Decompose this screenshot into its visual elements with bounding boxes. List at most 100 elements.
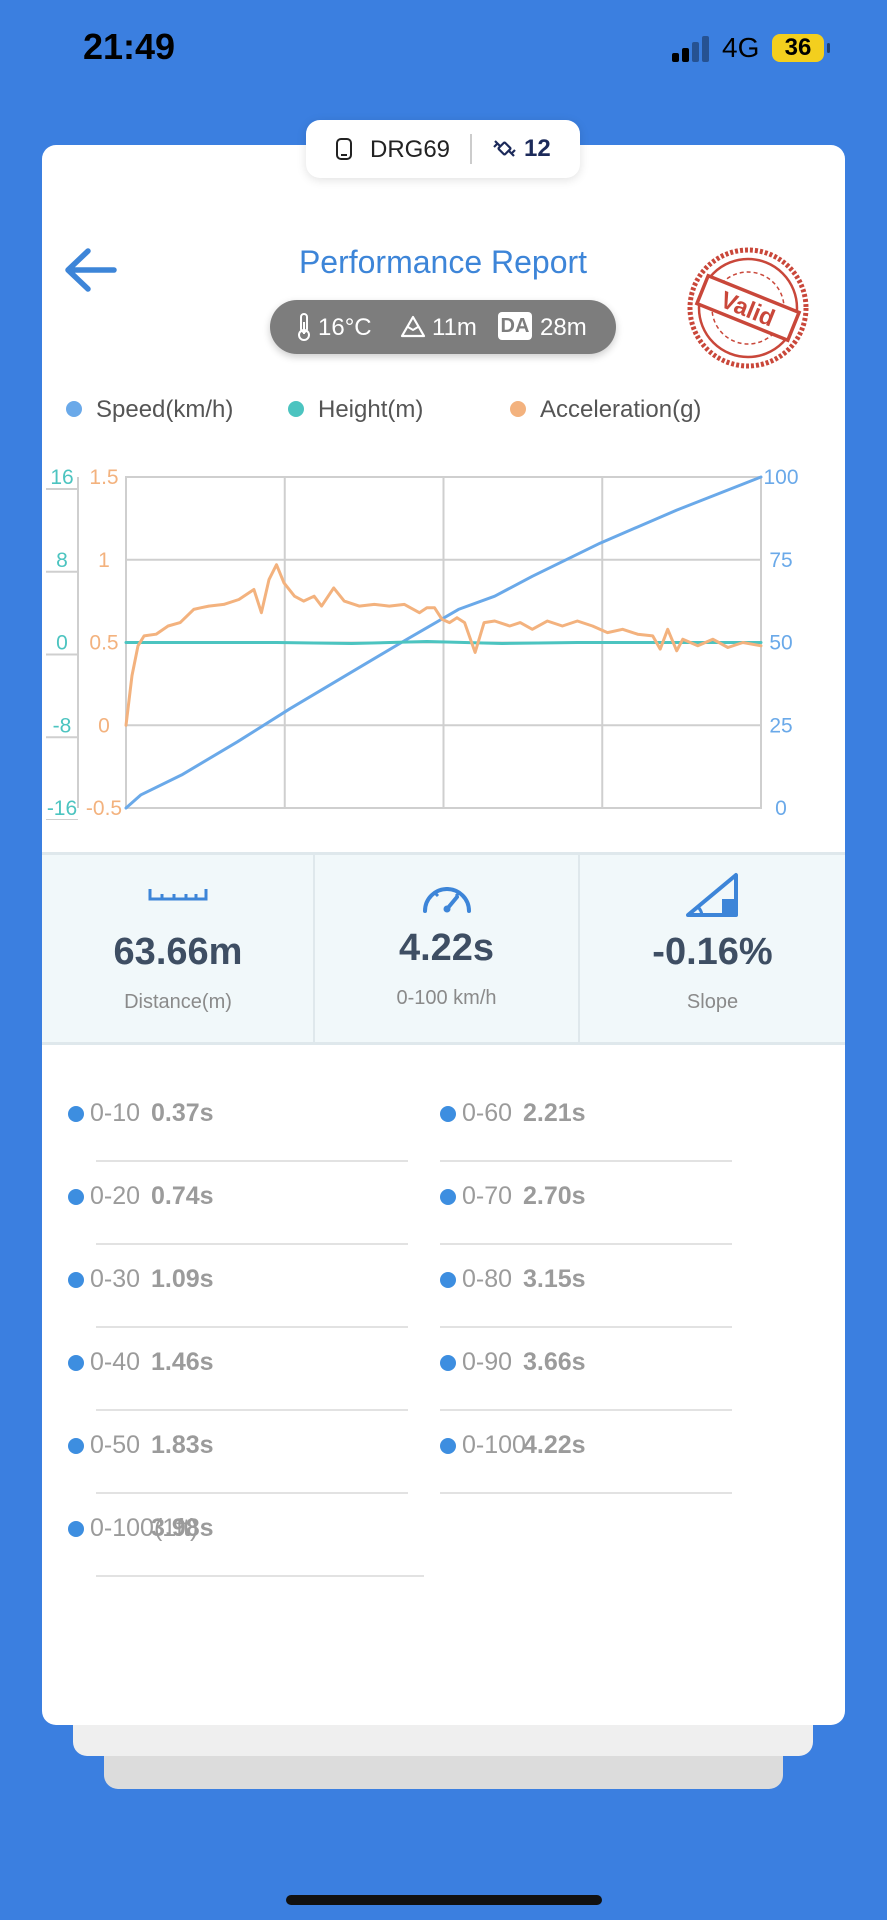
split-range: 0-100 bbox=[462, 1431, 526, 1459]
split-range: 0-10 bbox=[90, 1099, 141, 1127]
row-divider bbox=[96, 1409, 408, 1411]
valid-stamp-icon: Valid bbox=[687, 247, 809, 369]
row-divider bbox=[96, 1492, 408, 1494]
divider bbox=[578, 855, 580, 1042]
altitude-value: 11m bbox=[432, 314, 477, 341]
stat-label: 0-100 km/h bbox=[396, 987, 497, 1009]
divider bbox=[470, 134, 472, 164]
battery-icon: 36 bbox=[772, 34, 830, 62]
split-time: 0.37s bbox=[151, 1099, 214, 1127]
divider bbox=[313, 855, 315, 1042]
split-row: 0-90 3.66s bbox=[440, 1339, 782, 1411]
split-row: 0-40 1.46s bbox=[68, 1339, 408, 1411]
legend-dot bbox=[510, 400, 526, 417]
tick-label: 16 bbox=[50, 466, 73, 489]
stat-label: Slope bbox=[686, 991, 739, 1013]
split-time: 1.46s bbox=[151, 1348, 214, 1376]
bullet-dot bbox=[68, 1272, 84, 1288]
split-row: 0-50 1.83s bbox=[68, 1422, 408, 1494]
bullet-dot bbox=[68, 1355, 84, 1371]
split-row: 0-100(1ft) 3.98s bbox=[68, 1505, 424, 1577]
split-range: 0-60 bbox=[462, 1099, 513, 1127]
status-time: 21:49 bbox=[83, 26, 176, 67]
tick-label: 1 bbox=[98, 549, 110, 572]
tick-label: 0 bbox=[775, 797, 787, 820]
stat-distance: 63.66m Distance(m) bbox=[42, 855, 314, 1042]
split-row: 0-30 1.09s bbox=[68, 1256, 408, 1328]
density-altitude-badge: DA bbox=[498, 312, 532, 340]
back-arrow-icon[interactable] bbox=[62, 245, 118, 295]
device-name: DRG69 bbox=[370, 136, 451, 163]
row-divider bbox=[96, 1160, 408, 1162]
bullet-dot bbox=[68, 1521, 84, 1537]
tick-label: 0 bbox=[98, 714, 110, 737]
tick-label: 25 bbox=[769, 714, 792, 737]
mountain-icon bbox=[400, 315, 426, 338]
bullet-dot bbox=[68, 1438, 84, 1454]
split-row: 0-10 0.37s bbox=[68, 1090, 408, 1162]
row-divider bbox=[440, 1160, 732, 1162]
split-time: 3.66s bbox=[523, 1348, 586, 1376]
stat-value: 63.66m bbox=[113, 931, 243, 973]
legend-acceleration: Acceleration(g) bbox=[510, 396, 701, 424]
split-range: 0-90 bbox=[462, 1348, 513, 1376]
speedometer-icon bbox=[423, 887, 471, 913]
row-divider bbox=[96, 1243, 408, 1245]
row-divider bbox=[440, 1326, 732, 1328]
bullet-dot bbox=[440, 1438, 456, 1454]
tick-label: -16 bbox=[47, 797, 77, 820]
split-range: 0-30 bbox=[90, 1265, 141, 1293]
stats-panel: 63.66m Distance(m) 4.22s 0-100 km/h -0.1… bbox=[42, 852, 845, 1045]
row-divider bbox=[440, 1243, 732, 1245]
legend-label: Speed(km/h) bbox=[96, 396, 234, 423]
split-range: 0-50 bbox=[90, 1431, 141, 1459]
phone-icon bbox=[336, 138, 352, 160]
split-range: 0-70 bbox=[462, 1182, 513, 1210]
split-time: 3.15s bbox=[523, 1265, 586, 1293]
signal-icon bbox=[672, 36, 714, 62]
split-range: 0-20 bbox=[90, 1182, 141, 1210]
split-time: 1.09s bbox=[151, 1265, 214, 1293]
stat-slope: -0.16% Slope bbox=[580, 855, 845, 1042]
performance-chart: 16 8 0 -8 -16 1.5 1 0.5 0 -0.5 100 75 50 25 0 bbox=[46, 466, 799, 820]
split-time: 1.83s bbox=[151, 1431, 214, 1459]
legend-label: Height(m) bbox=[318, 396, 424, 423]
series-line bbox=[124, 563, 763, 727]
tick-label: -0.5 bbox=[86, 797, 122, 820]
page-title: Performance Report bbox=[298, 244, 588, 280]
tick-label: -8 bbox=[53, 714, 72, 737]
split-range: 0-100(1ft) bbox=[90, 1514, 199, 1542]
stat-label: Distance(m) bbox=[124, 991, 232, 1013]
bullet-dot bbox=[440, 1106, 456, 1122]
ruler-icon bbox=[148, 889, 208, 901]
status-bar: 21:49 4G 36 bbox=[0, 0, 887, 100]
tick-label: 0.5 bbox=[89, 632, 118, 655]
stat-value: -0.16% bbox=[652, 931, 773, 973]
split-time: 0.74s bbox=[151, 1182, 214, 1210]
tick-label: 50 bbox=[769, 632, 792, 655]
split-time: 2.70s bbox=[523, 1182, 586, 1210]
legend-speed: Speed(km/h) bbox=[66, 396, 233, 424]
tick-label: 1.5 bbox=[89, 466, 118, 489]
row-divider bbox=[440, 1492, 732, 1494]
split-row: 0-80 3.15s bbox=[440, 1256, 782, 1328]
bullet-dot bbox=[68, 1189, 84, 1205]
legend-dot bbox=[66, 400, 82, 417]
density-altitude-value: 28m bbox=[540, 314, 587, 341]
bullet-dot bbox=[440, 1189, 456, 1205]
stat-value: 4.22s bbox=[398, 927, 495, 969]
legend-label: Acceleration(g) bbox=[540, 396, 702, 423]
temperature-value: 16°C bbox=[318, 314, 372, 341]
split-row: 0-20 0.74s bbox=[68, 1173, 408, 1245]
home-indicator[interactable] bbox=[286, 1895, 602, 1905]
legend-height: Height(m) bbox=[288, 396, 423, 424]
thermometer-icon bbox=[298, 313, 310, 341]
split-row: 0-60 2.21s bbox=[440, 1090, 782, 1162]
device-badge[interactable]: DRG69 12 bbox=[306, 120, 580, 178]
row-divider bbox=[440, 1409, 732, 1411]
row-divider bbox=[96, 1326, 408, 1328]
split-time: 2.21s bbox=[523, 1099, 586, 1127]
tick-label: 8 bbox=[56, 549, 68, 572]
split-range: 0-80 bbox=[462, 1265, 513, 1293]
satellite-count: 12 bbox=[524, 135, 551, 162]
